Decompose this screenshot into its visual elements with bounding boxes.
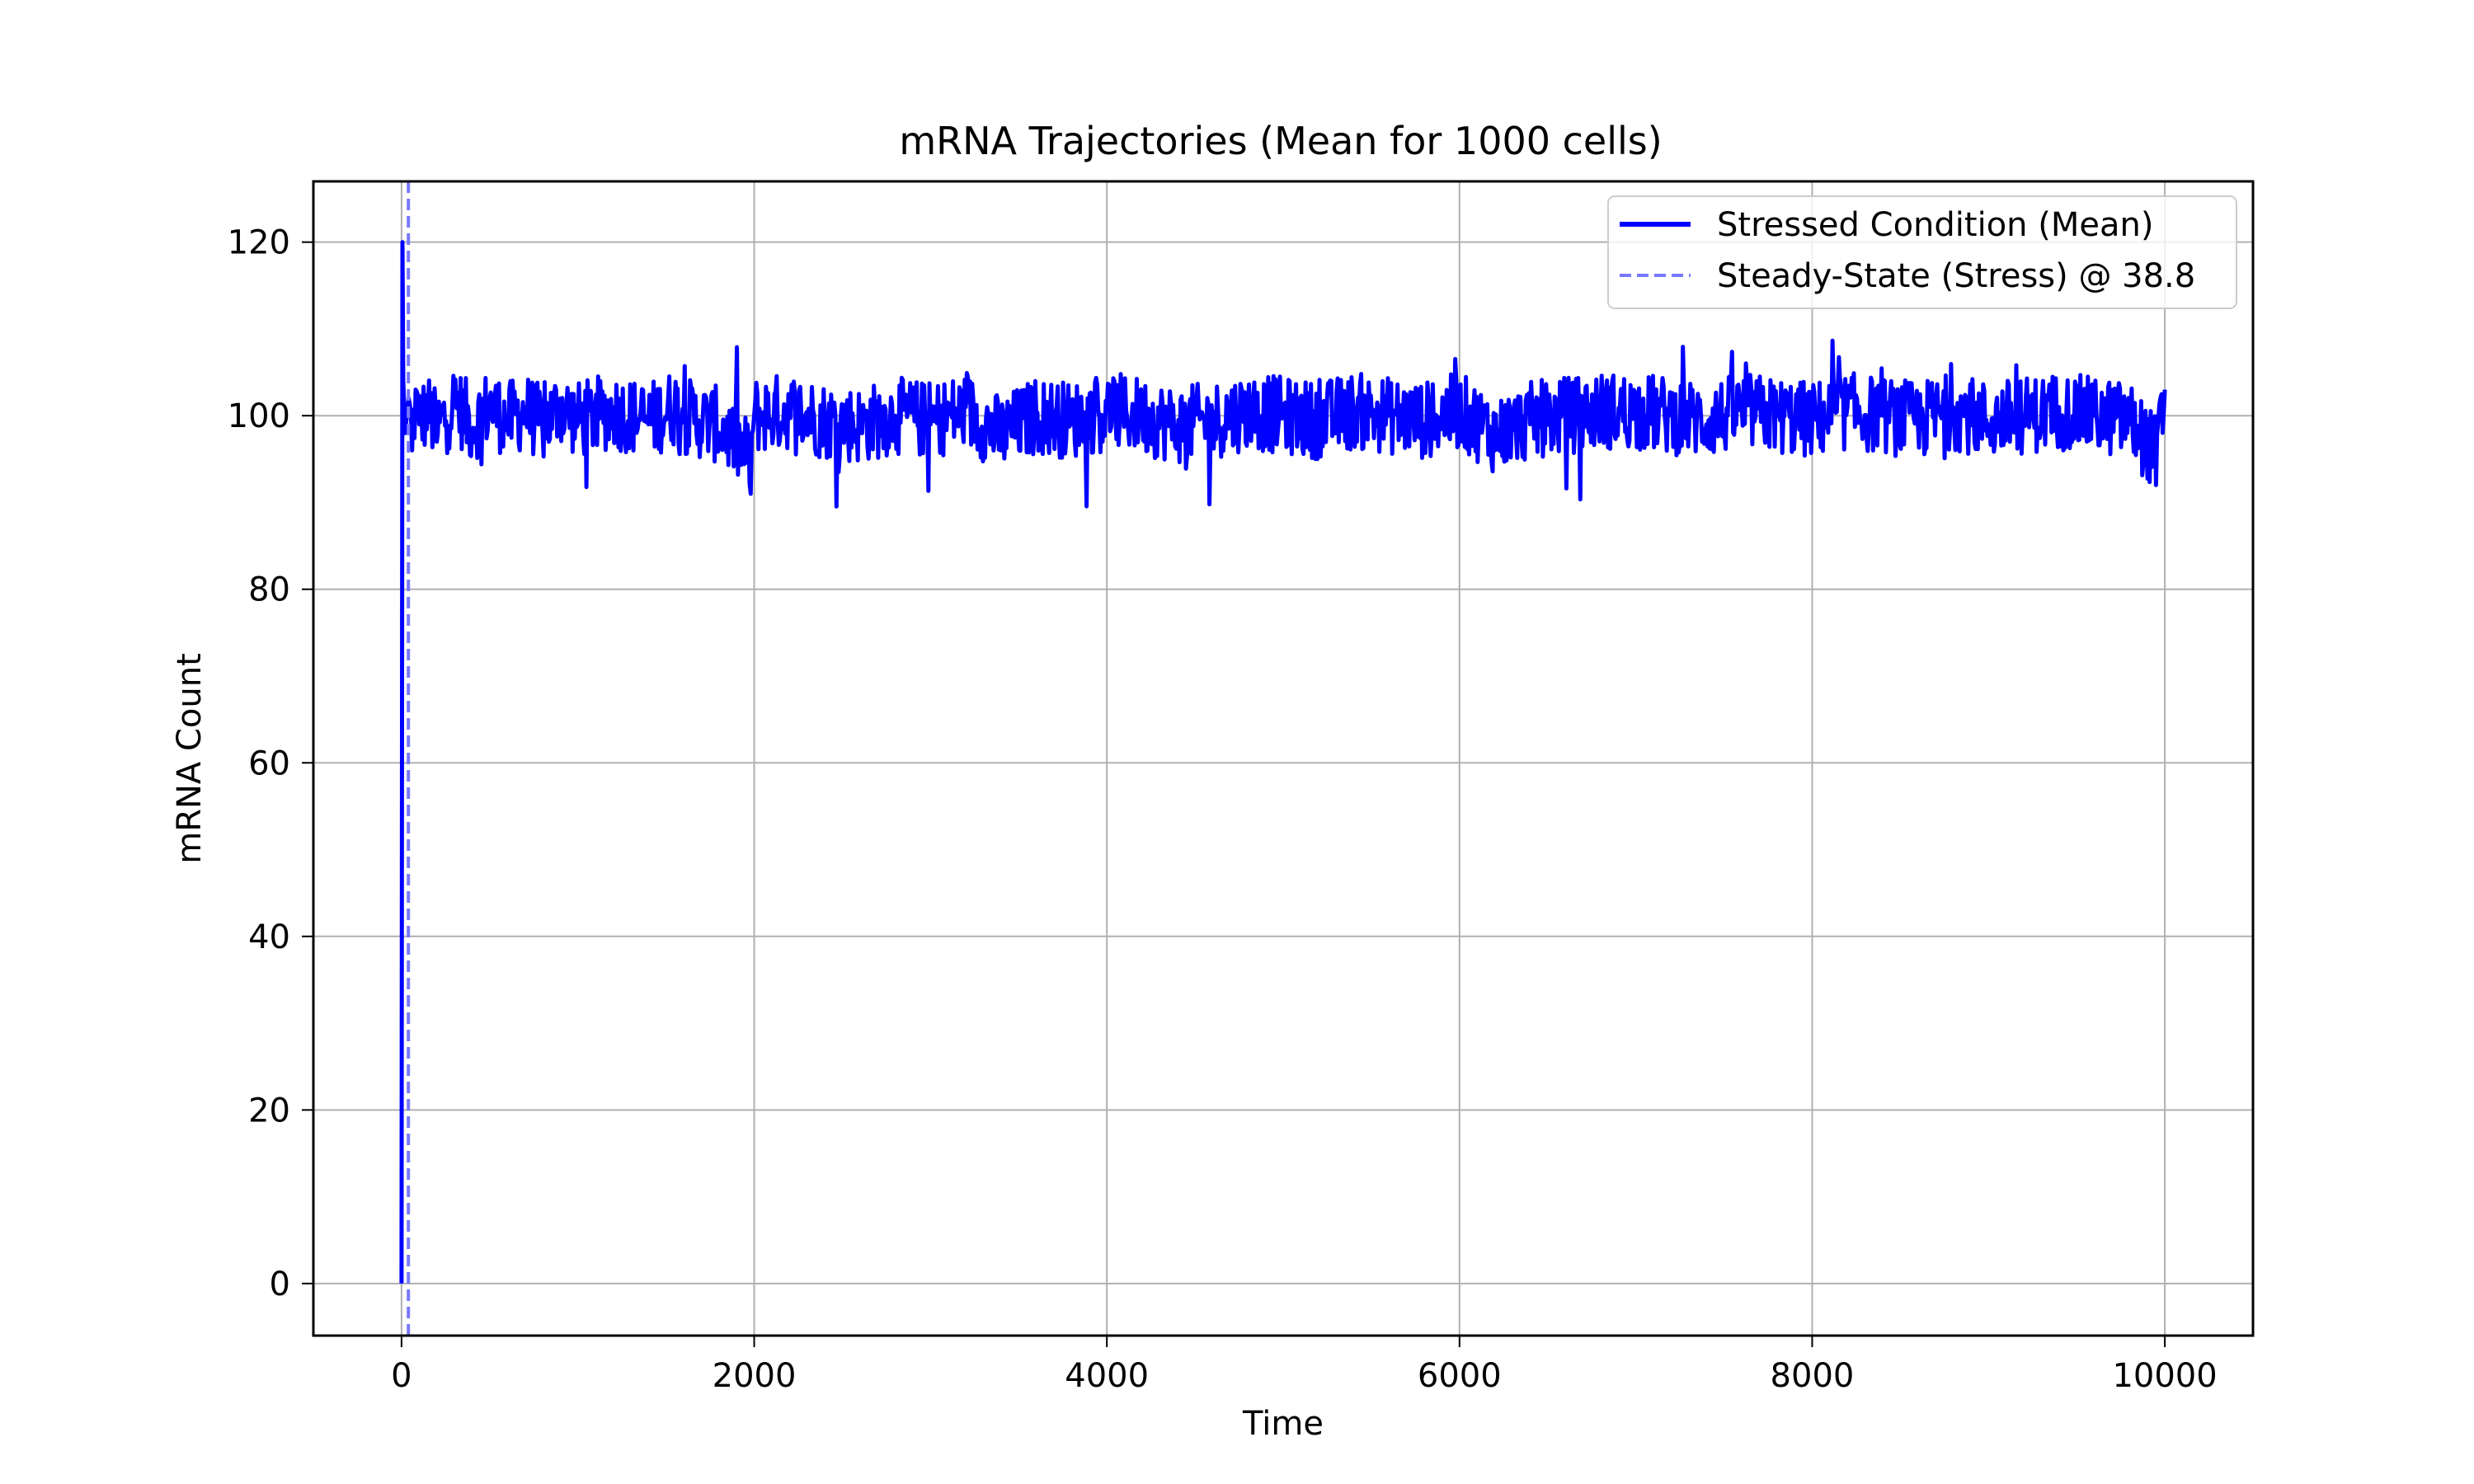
x-tick-label: 10000: [2112, 1357, 2217, 1395]
x-tick-label: 0: [391, 1357, 412, 1395]
y-tick-label: 0: [270, 1266, 290, 1303]
y-tick-label: 20: [248, 1092, 290, 1129]
x-tick-label: 2000: [713, 1357, 797, 1395]
x-tick-label: 8000: [1771, 1357, 1855, 1395]
y-tick-label: 60: [248, 744, 290, 782]
legend-box: [1607, 195, 2237, 309]
legend: Stressed Condition (Mean) Steady-State (…: [1607, 195, 2237, 309]
chart-title: mRNA Trajectories (Mean for 1000 cells): [899, 119, 1662, 163]
legend-label-stressed: Stressed Condition (Mean): [1717, 206, 2153, 244]
y-tick-label: 120: [228, 224, 290, 262]
y-tick-label: 80: [248, 571, 290, 609]
grid-lines: [313, 181, 2253, 1336]
legend-label-steady-state: Steady-State (Stress) @ 38.8: [1717, 257, 2195, 295]
x-tick-label: 6000: [1418, 1357, 1502, 1395]
x-tick-label: 4000: [1065, 1357, 1149, 1395]
axes-frame: [312, 180, 2255, 1337]
y-axis-label: mRNA Count: [171, 653, 209, 864]
x-axis-label: Time: [1242, 1405, 1324, 1443]
y-tick-label: 100: [228, 397, 290, 435]
axis-ticks: 0 2000 4000 6000 8000 10000 0 20 40 60 80 100 120: [228, 224, 2218, 1395]
plot-area: [399, 181, 2167, 1336]
y-tick-label: 40: [248, 918, 290, 956]
series-line-stressed: [399, 240, 2167, 1284]
